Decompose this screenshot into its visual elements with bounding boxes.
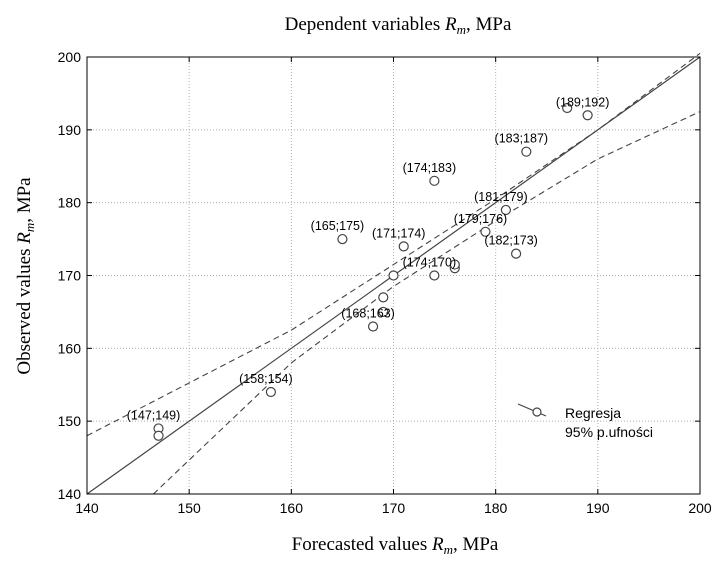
point-annotation: (147;149) (127, 408, 181, 422)
point-annotation: (182;173) (484, 234, 538, 248)
x-axis-label-sub: m (444, 542, 453, 557)
x-axis-label-var: R (431, 534, 444, 555)
y-axis-label: Observed values Rm, MPa (14, 177, 37, 375)
y-axis-label-var: R (14, 232, 35, 245)
point-annotation: (189;192) (556, 95, 610, 109)
data-point (430, 176, 439, 185)
x-tick-label: 140 (75, 500, 99, 516)
x-tick-label: 190 (586, 500, 610, 516)
x-axis-label-suffix: , MPa (453, 534, 499, 555)
point-annotation: (171;174) (372, 226, 426, 240)
legend-entry-confidence: 95% p.ufności (565, 424, 653, 440)
data-point (266, 388, 275, 397)
legend-entry-regresja: Regresja (565, 405, 621, 421)
x-tick-label: 180 (484, 500, 508, 516)
y-axis-label-prefix: Observed values (14, 244, 35, 375)
data-point (583, 111, 592, 120)
x-axis-label-prefix: Forecasted values (292, 534, 432, 555)
y-tick-label: 170 (58, 268, 82, 284)
data-point (512, 249, 521, 258)
data-point (399, 242, 408, 251)
chart-title-prefix: Dependent variables (285, 14, 445, 35)
y-axis-label-suffix: , MPa (14, 177, 35, 223)
x-tick-label: 160 (280, 500, 304, 516)
x-axis-label: Forecasted values Rm, MPa (292, 534, 499, 557)
data-point (430, 271, 439, 280)
y-tick-label: 150 (58, 413, 82, 429)
data-point (379, 293, 388, 302)
point-annotation: (181;179) (474, 190, 528, 204)
chart-title-suffix: , MPa (466, 14, 512, 35)
y-axis-label-sub: m (22, 223, 37, 232)
point-annotation: (179;176) (454, 212, 508, 226)
x-tick-label: 200 (688, 500, 712, 516)
y-tick-label: 160 (58, 340, 82, 356)
data-point (369, 322, 378, 331)
data-point (154, 431, 163, 440)
point-annotation: (183;187) (495, 132, 549, 146)
point-annotation: (174;170) (403, 256, 457, 270)
point-annotation: (168;163) (341, 306, 395, 320)
data-point (522, 147, 531, 156)
y-tick-label: 140 (58, 486, 82, 502)
data-point (389, 271, 398, 280)
point-annotation: (165;175) (311, 219, 365, 233)
point-annotation: (174;183) (403, 161, 457, 175)
x-tick-label: 170 (382, 500, 406, 516)
y-tick-label: 200 (58, 49, 82, 65)
point-annotation: (158;154) (239, 372, 293, 386)
legend-marker-icon (533, 408, 541, 416)
chart-title-var: R (444, 14, 457, 35)
data-point (338, 235, 347, 244)
y-tick-label: 180 (58, 195, 82, 211)
chart-title-sub: m (457, 22, 466, 37)
x-tick-label: 150 (177, 500, 201, 516)
y-tick-label: 190 (58, 122, 82, 138)
chart-title: Dependent variables Rm, MPa (285, 14, 512, 37)
